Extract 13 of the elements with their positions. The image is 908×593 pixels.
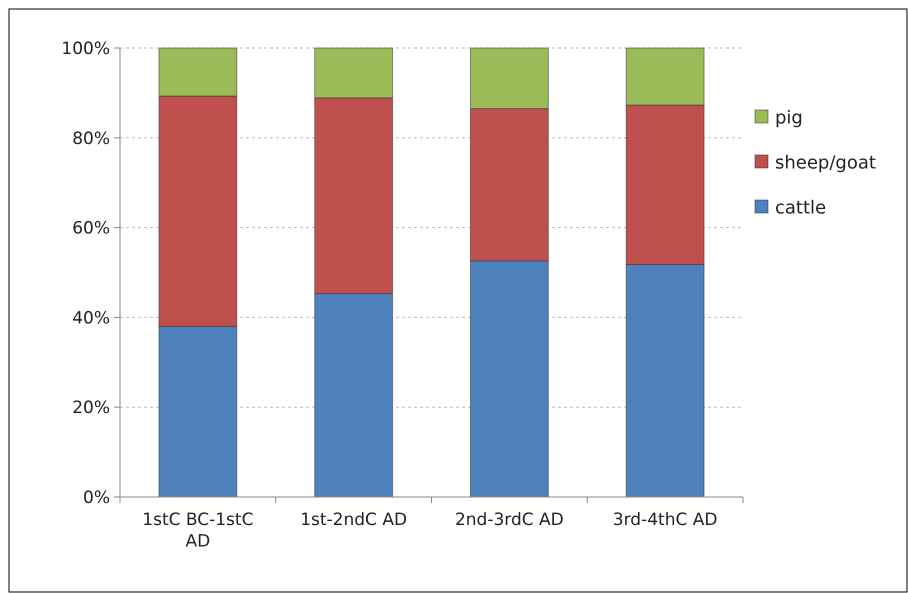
legend-label: cattle (775, 197, 826, 218)
x-tick-label: 3rd-4thC AD (612, 510, 718, 530)
x-tick-label: 1st-2ndC AD (300, 510, 408, 530)
y-tick-label: 20% (72, 398, 110, 418)
y-tick-label: 0% (83, 488, 110, 508)
legend-label: sheep/goat (775, 152, 876, 174)
y-tick-label: 60% (72, 218, 110, 239)
y-tick-label: 100% (61, 38, 110, 59)
y-tick-label: 40% (72, 308, 110, 328)
x-tick-label: 2nd-3rdC AD (454, 510, 564, 530)
x-tick-label: 1stC BC-1stC AD (142, 510, 254, 552)
legend-label: pig (775, 107, 803, 128)
y-tick-label: 80% (72, 128, 110, 149)
